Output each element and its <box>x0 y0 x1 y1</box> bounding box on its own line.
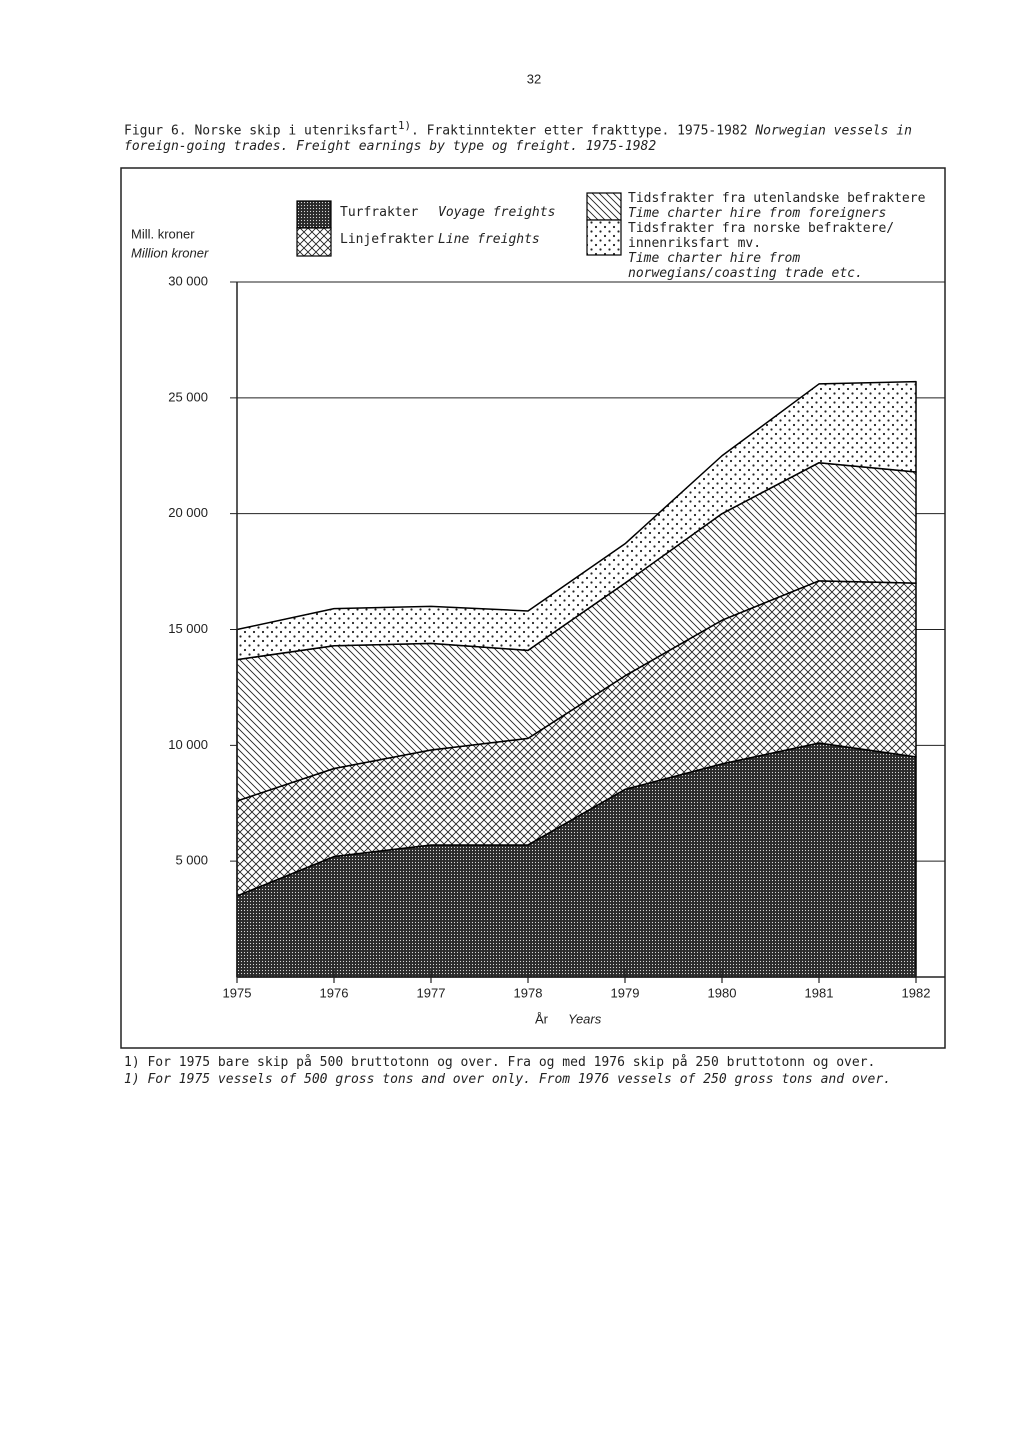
y-tick-label: 25 000 <box>168 389 208 404</box>
frame <box>120 167 946 1049</box>
x-tick-label: 1979 <box>611 985 640 1000</box>
caption: Figur 6. Norske skip i utenriksfart1). F… <box>124 118 914 155</box>
legend-swatch <box>296 227 332 257</box>
x-tick-label: 1976 <box>320 985 349 1000</box>
legend-label-en: Line freights <box>438 232 540 247</box>
legend-label: Tidsfrakter fra norske befraktere/ innen… <box>628 221 895 251</box>
legend-swatch <box>586 219 622 256</box>
legend-swatch <box>586 192 622 221</box>
x-tick-label: 1980 <box>708 985 737 1000</box>
legend-label-en: Time charter hire from norwegians/coasti… <box>628 251 863 281</box>
legend-swatch <box>296 200 332 229</box>
y-tick-label: 15 000 <box>168 621 208 636</box>
footnote-en: 1) For 1975 vessels of 500 gross tons an… <box>124 1072 892 1087</box>
y-tick-label: 30 000 <box>168 273 208 288</box>
x-tick-label: 1982 <box>902 985 931 1000</box>
x-tick-label: 1977 <box>417 985 446 1000</box>
legend-label: Tidsfrakter fra utenlandske befraktere <box>628 191 926 206</box>
footnote: 1) For 1975 bare skip på 500 bruttotonn … <box>124 1055 876 1070</box>
y-tick-label: 5 000 <box>175 853 208 868</box>
y-label-en: Million kroner <box>131 245 209 260</box>
legend-label: Linjefrakter <box>340 232 434 247</box>
caption-note: 1) <box>397 119 411 132</box>
x-label: År <box>535 1011 549 1026</box>
area <box>236 380 917 661</box>
caption-no-rest: . Fraktinntekter etter frakttype. 1975-1… <box>410 123 748 139</box>
legend-label-en: Voyage freights <box>438 205 556 220</box>
x-label-en: Years <box>568 1011 602 1026</box>
caption-no: Figur 6. Norske skip i utenriksfart <box>124 123 398 139</box>
x-tick-label: 1975 <box>223 985 252 1000</box>
page-number: 32 <box>527 71 541 86</box>
caption-en: Norwegian vessels in foreign-going trade… <box>124 123 912 155</box>
y-tick-label: 10 000 <box>168 737 208 752</box>
legend-label-en: Time charter hire from foreigners <box>628 206 887 221</box>
y-tick-label: 20 000 <box>168 505 208 520</box>
y-label: Mill. kroner <box>131 226 195 241</box>
x-tick-label: 1981 <box>805 985 834 1000</box>
legend-group: Tidsfrakter fra utenlandske befraktere Ti… <box>628 191 946 281</box>
legend-label: Turfrakter <box>340 205 419 220</box>
x-tick-label: 1978 <box>514 985 543 1000</box>
